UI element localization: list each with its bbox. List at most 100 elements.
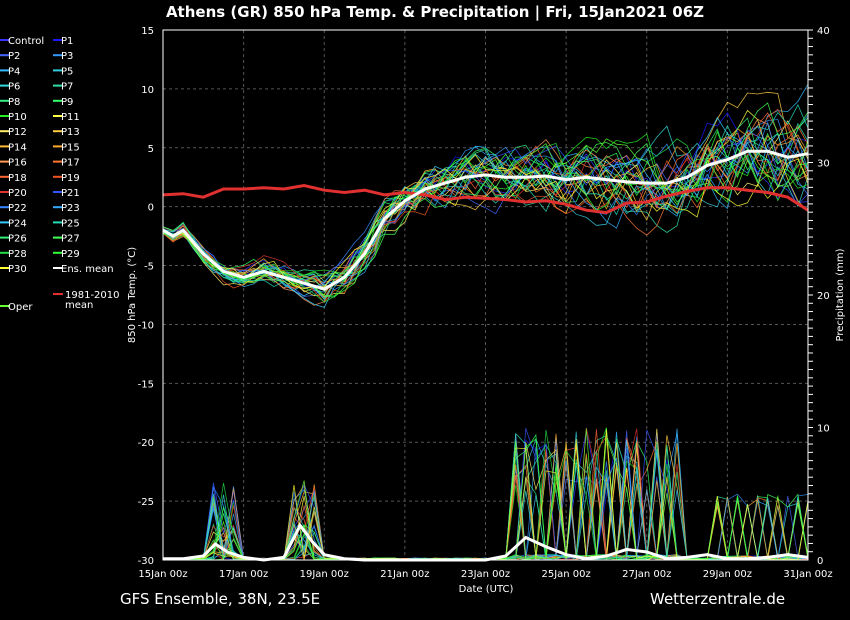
legend-label: P9: [61, 97, 73, 108]
footer-model-info: GFS Ensemble, 38N, 23.5E: [120, 590, 320, 608]
legend-item: P16: [0, 158, 27, 169]
x-tick-label: 27Jan 00z: [622, 569, 671, 580]
chart-title: Athens (GR) 850 hPa Temp. & Precipitatio…: [166, 3, 704, 22]
member-temp-line: [162, 122, 809, 284]
legend-item: P23: [53, 203, 80, 214]
legend-label: P22: [8, 203, 27, 214]
y-tick-label-left: 5: [148, 144, 154, 155]
x-axis-label: Date (UTC): [459, 584, 514, 595]
y-tick-label-right: 10: [817, 424, 830, 435]
legend-item: P8: [0, 97, 20, 108]
legend-item: P12: [0, 127, 27, 138]
chart-series: [162, 149, 809, 562]
y-tick-label-left: -25: [138, 497, 154, 508]
y-tick-label-right: 20: [817, 291, 830, 302]
legend-item: P20: [0, 188, 27, 199]
legend-label: P30: [8, 264, 27, 275]
legend-item: P30: [0, 264, 27, 275]
legend-label: P1: [61, 36, 73, 47]
x-tick-label: 19Jan 00z: [300, 569, 349, 580]
member-temp-line: [162, 125, 809, 292]
grid: [162, 29, 809, 561]
x-tick-label: 31Jan 00z: [783, 569, 832, 580]
legend-item: P25: [53, 218, 80, 229]
legend-item: P27: [53, 234, 80, 245]
legend-label: P16: [8, 158, 27, 169]
x-tick-label: 21Jan 00z: [380, 569, 429, 580]
legend-item: Control: [0, 36, 44, 47]
member-temp-line: [162, 121, 809, 288]
y-tick-label-left: 10: [141, 85, 154, 96]
legend-item: P15: [53, 142, 80, 153]
legend-item: P24: [0, 218, 27, 229]
member-temp-line: [162, 133, 809, 279]
legend-label: P4: [8, 66, 20, 77]
y-tick-label-left: -5: [144, 262, 154, 273]
y-tick-label-left: -10: [138, 320, 154, 331]
legend: Control P1 P2 P3 P4 P5 P6 P7 P8 P9 P10 P11 P12 P13 P14…: [0, 36, 120, 313]
legend-label: P23: [61, 203, 80, 214]
legend-label: 1981-2010: [65, 290, 120, 301]
member-temp-line: [162, 114, 809, 291]
member-temp-line: [162, 116, 809, 308]
y-tick-label-right: 0: [817, 556, 823, 567]
legend-label: P5: [61, 66, 73, 77]
legend-item: P22: [0, 203, 27, 214]
member-temp-line: [162, 138, 809, 287]
legend-item: P3: [53, 51, 73, 62]
x-tick-label: 17Jan 00z: [219, 569, 268, 580]
legend-item: P13: [53, 127, 80, 138]
x-tick-label: 15Jan 00z: [138, 569, 187, 580]
x-tick-label: 25Jan 00z: [541, 569, 590, 580]
member-temp-line: [162, 103, 809, 300]
y-tick-label-left: 0: [148, 203, 154, 214]
legend-item: P6: [0, 82, 20, 93]
legend-label: P12: [8, 127, 27, 138]
legend-item: P7: [53, 82, 73, 93]
legend-label: Ens. mean: [61, 264, 114, 275]
y-tick-label-left: 15: [141, 26, 154, 37]
legend-label: P27: [61, 234, 80, 245]
legend-label: mean: [65, 300, 93, 311]
y-tick-label-right: 30: [817, 159, 830, 170]
legend-label: P29: [61, 249, 80, 260]
legend-label: P6: [8, 82, 20, 93]
legend-label: P13: [61, 127, 80, 138]
legend-label: P25: [61, 218, 80, 229]
legend-item: P21: [53, 188, 80, 199]
legend-item: P26: [0, 234, 27, 245]
y-tick-label-left: -15: [138, 379, 154, 390]
axis-ticks: 15Jan 00z 17Jan 00z 19Jan 00z 21Jan 00z 23Ja…: [138, 26, 833, 580]
member-temp-line: [162, 102, 809, 298]
member-temp-line: [162, 154, 809, 290]
ens-mean-precip-line: [163, 522, 809, 562]
y-axis-label-right: Precipitation (mm): [835, 248, 846, 341]
legend-item: P11: [53, 112, 80, 123]
y-tick-label-left: -20: [138, 438, 154, 449]
legend-label: P7: [61, 82, 73, 93]
legend-label: P21: [61, 188, 80, 199]
legend-label: P17: [61, 158, 80, 169]
legend-label: P11: [61, 112, 80, 123]
climate-mean-temp-line: [162, 183, 809, 215]
legend-item: P1: [53, 36, 73, 47]
legend-item: P18: [0, 173, 27, 184]
legend-label: P14: [8, 142, 27, 153]
legend-label: Control: [8, 36, 44, 47]
footer-source: Wetterzentrale.de: [650, 590, 785, 608]
legend-label: P2: [8, 51, 20, 62]
legend-label: P15: [61, 142, 80, 153]
x-tick-label: 23Jan 00z: [461, 569, 510, 580]
legend-item: P29: [53, 249, 80, 260]
legend-label: P26: [8, 234, 27, 245]
legend-item: P4: [0, 66, 20, 77]
legend-label: P10: [8, 112, 27, 123]
legend-label: Oper: [8, 302, 33, 313]
legend-item: P10: [0, 112, 27, 123]
legend-label: P3: [61, 51, 73, 62]
legend-item: P19: [53, 173, 80, 184]
y-tick-label-left: -30: [138, 556, 154, 567]
legend-item: P28: [0, 249, 27, 260]
